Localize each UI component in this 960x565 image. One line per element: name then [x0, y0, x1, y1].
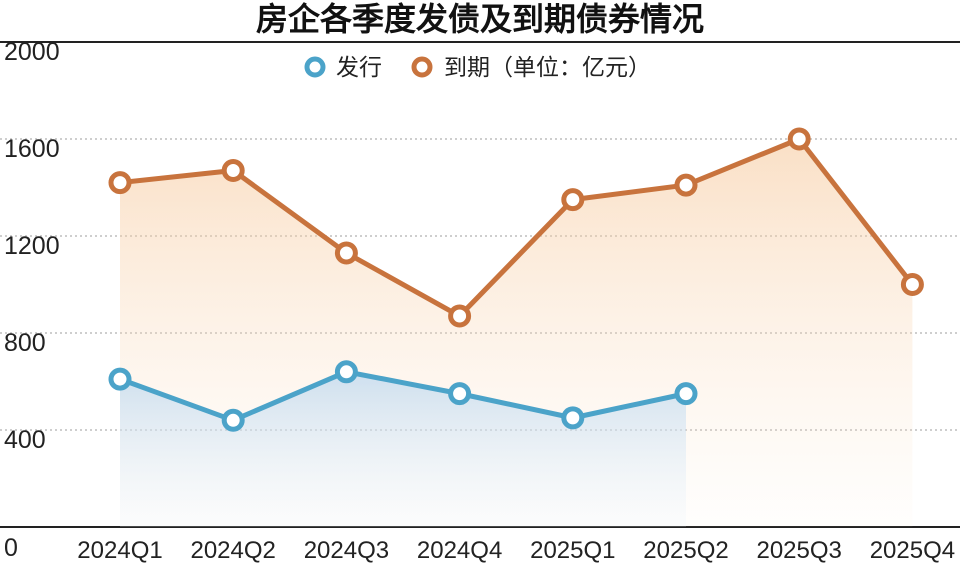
point-issue-2024Q3 — [334, 360, 358, 384]
y-tick-label: 0 — [4, 534, 18, 562]
x-tick-label: 2025Q3 — [756, 537, 841, 564]
x-tick-label: 2024Q2 — [190, 537, 275, 564]
point-maturity-2025Q4 — [900, 273, 924, 296]
legend-unit-note: （单位：亿元） — [490, 55, 651, 81]
line-maturity — [119, 136, 915, 319]
x-tick-label: 2024Q3 — [304, 537, 389, 564]
x-tick-label: 2024Q4 — [417, 537, 502, 564]
point-maturity-2024Q3 — [334, 241, 358, 265]
point-maturity-2025Q2 — [674, 173, 698, 197]
legend: 发行 到期 （单位：亿元） — [304, 55, 651, 81]
x-tick-label: 2025Q1 — [530, 537, 615, 564]
point-maturity-2024Q1 — [108, 171, 132, 195]
point-issue-2024Q4 — [448, 382, 472, 406]
point-issue-2024Q2 — [221, 408, 245, 432]
x-tick-label: 2025Q4 — [870, 537, 955, 564]
x-tick-label: 2024Q1 — [77, 537, 162, 564]
point-maturity-2025Q3 — [787, 127, 811, 151]
y-axis-ticks: 0 400 800 1200 1600 2000 — [4, 38, 60, 562]
point-maturity-2024Q2 — [221, 159, 245, 183]
legend-label-issue: 发行 — [336, 55, 382, 81]
legend-label-maturity: 到期 — [444, 55, 490, 81]
point-issue-2024Q1 — [108, 367, 132, 391]
series-lines — [119, 136, 915, 423]
y-tick-label: 400 — [4, 426, 46, 454]
point-issue-2025Q2 — [674, 382, 698, 406]
point-maturity-2024Q4 — [448, 304, 472, 328]
x-tick-label: 2025Q2 — [643, 537, 728, 564]
point-maturity-2025Q1 — [561, 188, 585, 212]
series-areas — [120, 139, 913, 527]
x-axis-ticks: 2024Q1 2024Q2 2024Q3 2024Q4 2025Q1 2025Q2 2025… — [77, 537, 955, 564]
legend-marker-issue — [304, 56, 326, 78]
y-tick-label: 1600 — [4, 135, 60, 163]
y-tick-label: 1200 — [4, 232, 60, 260]
line-issue — [119, 369, 687, 423]
series-points — [108, 127, 924, 432]
y-tick-label: 800 — [4, 329, 46, 357]
legend-marker-maturity — [411, 56, 433, 78]
chart-title: 房企各季度发债及到期债券情况 — [256, 0, 704, 38]
y-tick-label: 2000 — [4, 38, 60, 66]
point-issue-2025Q1 — [561, 406, 585, 430]
